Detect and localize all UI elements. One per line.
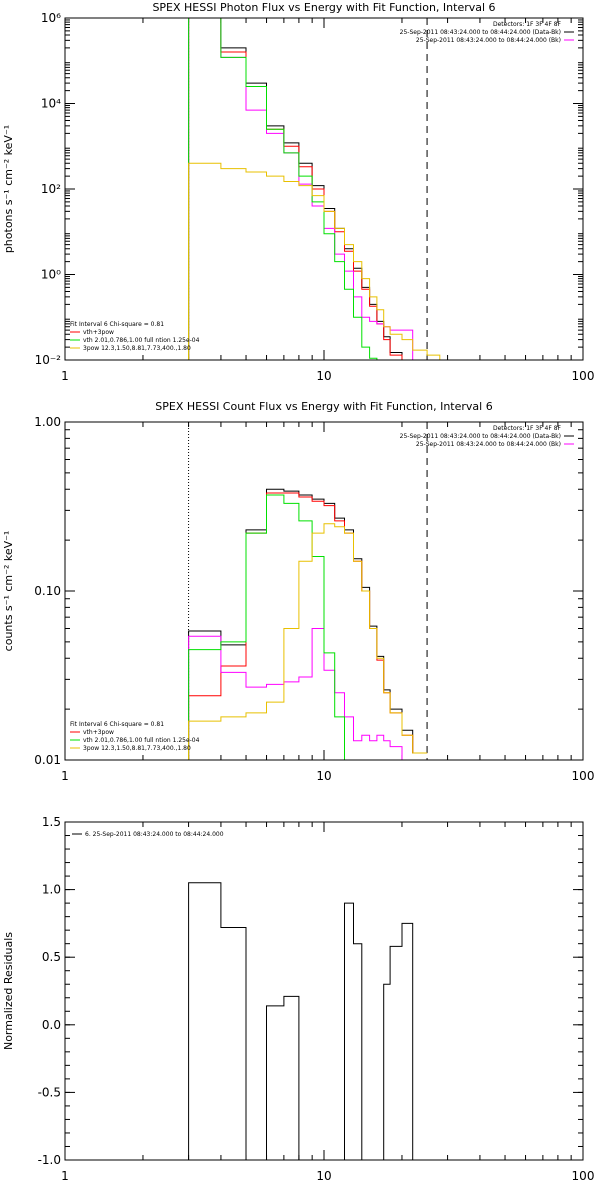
series-2-line	[188, 492, 428, 760]
x-tick-label: 1	[61, 769, 69, 783]
panel-3: Normalized Residuals 1 10 100 -1.0 -0.5 0.0 0.5…	[2, 815, 594, 1183]
series-1-line	[188, 488, 428, 760]
y-axis-label: photons s⁻¹ cm⁻² keV⁻¹	[2, 125, 15, 253]
x-tick-label: 100	[572, 369, 595, 383]
series-5-line	[188, 523, 428, 760]
legend-entry: vth+3pow	[83, 329, 114, 336]
y-tick-label: 10⁴	[41, 97, 61, 111]
panel-2: SPEX HESSI Count Flux vs Energy with Fit…	[2, 400, 594, 783]
y-axis-label: counts s⁻¹ cm⁻² keV⁻¹	[2, 531, 15, 652]
legend-entry: vth 2.01,0.786,1.00 full ntion 1.25e-04	[83, 337, 200, 344]
y-tick-label: 0.0	[42, 1018, 61, 1032]
x-tick-label: 10	[316, 1169, 331, 1183]
x-tick-label: 100	[572, 1169, 595, 1183]
x-tick-label: 1	[61, 369, 69, 383]
plot-frame	[64, 821, 584, 1161]
x-tick-label: 10	[316, 369, 331, 383]
legend-entry: 3pow 12.3,1.50,8.81,7.73,400.,1.80	[83, 345, 191, 352]
legend-entry: 25-Sep-2011 08:43:24.000 to 08:44:24.000…	[400, 29, 561, 36]
x-tick-label: 100	[572, 769, 595, 783]
series-3-line	[188, 628, 428, 760]
y-tick-label: 0.10	[34, 584, 61, 598]
legend-entry: 6. 25-Sep-2011 08:43:24.000 to 08:44:24.…	[85, 831, 224, 838]
x-tick-label: 1	[61, 1169, 69, 1183]
y-tick-label: -1.0	[38, 1153, 61, 1167]
y-tick-label: 0.5	[42, 950, 61, 964]
chart-title: SPEX HESSI Count Flux vs Energy with Fit…	[155, 400, 492, 413]
y-tick-label: 10²	[41, 182, 61, 196]
legend-entry: 25-Sep-2011 08:43:24.000 to 08:44:24.000…	[416, 441, 561, 448]
y-tick-label: 10⁶	[41, 11, 61, 25]
series-3-line	[188, 18, 414, 360]
legend-entry: Fit Interval 6 Chi-square = 0.81	[70, 721, 164, 728]
legend-entry: Detectors: 1F 3F 4F 8F	[493, 21, 562, 28]
series-2-line	[188, 18, 403, 360]
legend-entry: vth+3pow	[83, 729, 114, 736]
legend-entry: 25-Sep-2011 08:43:24.000 to 08:44:24.000…	[416, 37, 561, 44]
series-4-line	[188, 18, 384, 360]
legend-entry: Detectors: 1F 3F 4F 8F	[493, 425, 562, 432]
y-tick-label: 10⁰	[41, 268, 61, 282]
y-tick-label: 1.0	[42, 883, 61, 897]
y-tick-label: 0.01	[34, 753, 61, 767]
y-tick-label: -0.5	[38, 1085, 61, 1099]
plot-frame	[64, 421, 584, 761]
series-5-line	[188, 162, 452, 360]
x-tick-label: 10	[316, 769, 331, 783]
plot-frame	[64, 17, 584, 361]
legend-entry: vth 2.01,0.786,1.00 full ntion 1.25e-04	[83, 737, 200, 744]
chart-title: SPEX HESSI Photon Flux vs Energy with Fi…	[152, 1, 495, 14]
series-4-line	[188, 494, 354, 760]
legend-entry: 25-Sep-2011 08:43:24.000 to 08:44:24.000…	[400, 433, 561, 440]
legend-entry: Fit Interval 6 Chi-square = 0.81	[70, 321, 164, 328]
series-1-line	[188, 18, 403, 360]
panel-1: SPEX HESSI Photon Flux vs Energy with Fi…	[2, 1, 594, 383]
y-axis-label: Normalized Residuals	[2, 932, 15, 1050]
y-tick-label: 1.00	[34, 415, 61, 429]
y-tick-label: 1.5	[42, 815, 61, 829]
y-tick-label: 10⁻²	[35, 353, 62, 367]
legend-entry: 3pow 12.3,1.50,8.81,7.73,400.,1.80	[83, 745, 191, 752]
series-1-line	[188, 882, 414, 1160]
